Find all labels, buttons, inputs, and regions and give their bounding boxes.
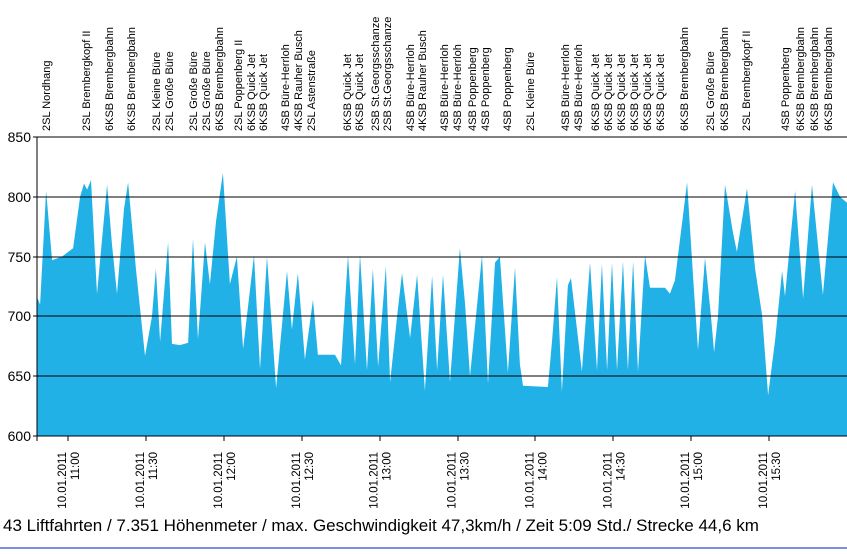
lift-label: 2SL Große Büre [188,51,200,131]
lift-label: 4KSB Rauher Busch [293,30,305,131]
x-tick-date-label: 10.01.2011 [57,452,69,509]
x-tick-date-label: 10.01.2011 [758,452,770,509]
x-tick-time-label: 13:00 [382,452,394,481]
lift-label: 6KSB Brembergbahn [104,27,116,131]
y-tick-label: 600 [8,428,32,444]
lift-label: 6KSB Quick Jet [246,54,258,131]
lift-label: 4SB Büre-Herrloh [560,44,572,131]
lift-label: 6KSB Quick Jet [616,54,628,131]
x-tick-date-label: 10.01.2011 [602,452,614,509]
lift-label: 6KSB Quick Jet [590,54,602,131]
lift-label: 4SB Poppenberg [480,47,492,131]
x-tick-time-label: 12:30 [304,452,316,481]
x-tick-date-label: 10.01.2011 [213,452,225,509]
lift-label: 6KSB Brembergbahn [126,27,138,131]
lift-label: 2SL Astenstraße [306,50,318,131]
lift-label: 6KSB Brembergbahn [795,27,807,131]
summary-stats: 43 Liftfahrten / 7.351 Höhenmeter / max.… [3,516,759,535]
x-tick-date-label: 10.01.2011 [680,452,692,509]
lift-label: 6KSB Brembergbahn [679,27,691,131]
x-tick-time-label: 15:00 [693,452,705,481]
lift-label: 4KSB Rauher Busch [417,30,429,131]
lift-label: 6KSB Quick Jet [655,54,667,131]
lift-label: 2SL Brembergkopf II [81,31,93,131]
lift-label: 6KSB Quick Jet [258,54,270,131]
x-tick-time-label: 11:30 [148,452,160,480]
lift-label: 6KSB Quick Jet [642,54,654,131]
lift-label: 2SL Brembergkopf II [741,31,753,131]
lift-label: 2SL Große Büre [705,51,717,131]
x-tick-time-label: 14:00 [538,452,550,481]
lift-label: 4SB Büre-Herrloh [439,44,451,131]
lift-label: 6KSB Brembergbahn [214,27,226,131]
x-tick-time-label: 12:00 [226,452,238,481]
lift-label: 6KSB Quick Jet [603,54,615,131]
lift-label: 2SL Große Büre [201,51,213,131]
x-tick-time-label: 15:30 [771,452,783,481]
lift-label: 2SL Poppenberg II [233,40,245,131]
x-tick-date-label: 10.01.2011 [369,452,381,509]
x-tick-time-label: 14:30 [615,452,627,481]
lift-label: 6KSB Quick Jet [629,54,641,131]
x-tick-date-label: 10.01.2011 [135,452,147,509]
lift-label: 4SB Büre-Herrloh [573,44,585,131]
lift-label: 2SB St.Georgsschanze [382,17,394,131]
lift-label: 2SL Nordhang [41,60,53,131]
y-tick-label: 650 [8,368,32,384]
y-tick-label: 800 [8,189,32,205]
lift-label: 4SB Poppenberg [502,47,514,131]
lift-label: 2SB St.Georgsschanze [370,17,382,131]
lift-label: 6KSB Brembergbahn [809,27,821,131]
lift-label: 4SB Poppenberg [467,47,479,131]
lift-label: 6KSB Quick Jet [342,54,354,131]
lift-label: 4SB Poppenberg [780,47,792,131]
lift-label: 6KSB Brembergbahn [823,27,835,131]
x-tick-date-label: 10.01.2011 [447,452,459,509]
lift-label: 6KSB Quick Jet [354,54,366,131]
lift-label: 6KSB Brembergbahn [719,27,731,131]
elevation-area-series [37,172,847,436]
y-tick-label: 700 [8,308,32,324]
lift-label: 2SL Große Büre [164,51,176,131]
lift-label: 4SB Büre-Herrloh [452,44,464,131]
x-tick-date-label: 10.01.2011 [525,452,537,509]
x-tick-date-label: 10.01.2011 [291,452,303,509]
x-tick-time-label: 11:00 [70,452,82,480]
lift-label: 2SL Kleine Büre [525,52,537,131]
x-tick-time-label: 13:30 [460,452,472,481]
y-tick-label: 850 [8,129,32,145]
lift-label: 4SB Büre-Herrloh [280,44,292,131]
lift-label: 4SB Büre-Herrloh [405,44,417,131]
bottom-divider-line [0,547,847,549]
lift-label: 2SL Kleine Büre [151,52,163,131]
y-tick-label: 750 [8,249,32,265]
